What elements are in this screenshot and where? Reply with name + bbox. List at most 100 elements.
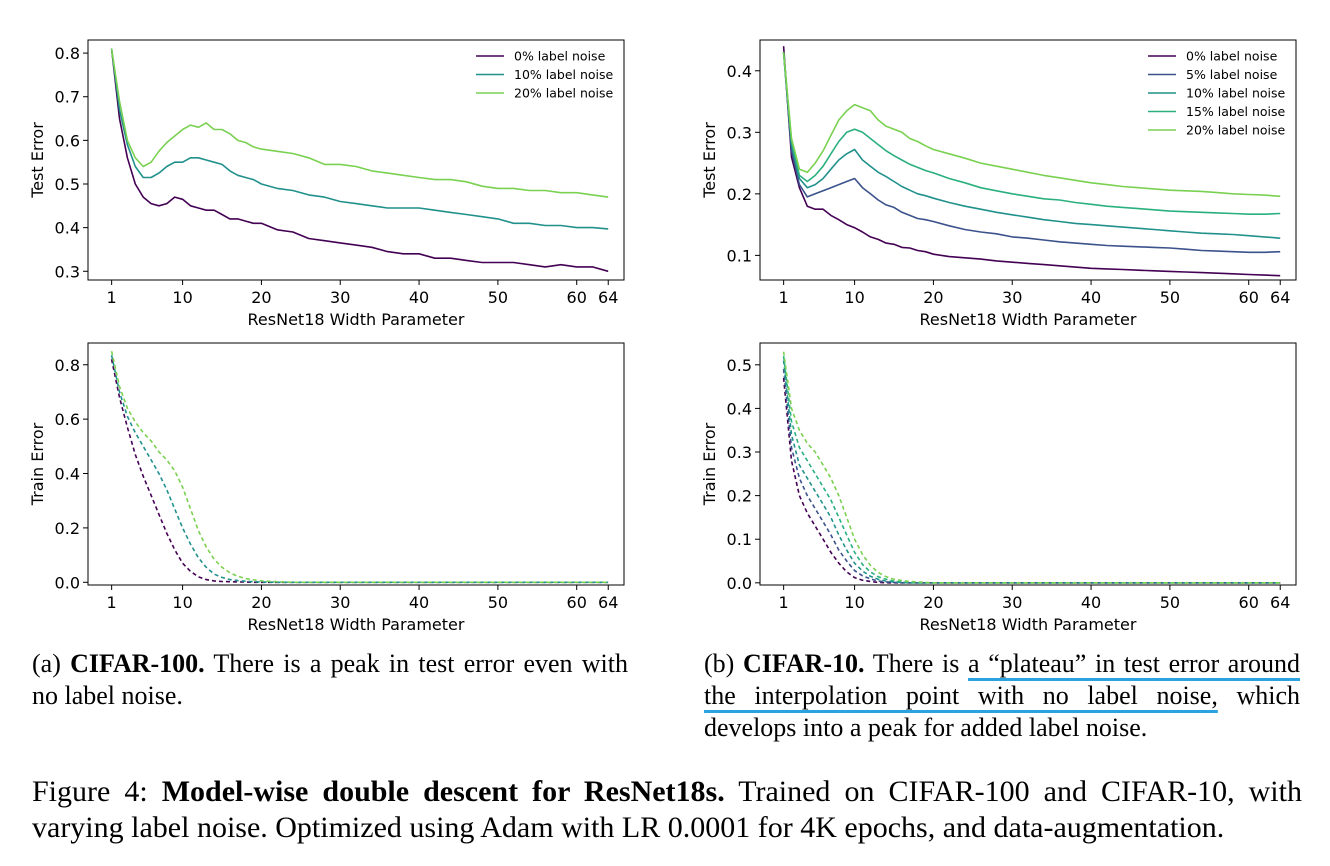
series-line-1 — [782, 52, 1281, 254]
figure-caption: Figure 4: Model-wise double descent for … — [32, 774, 1302, 846]
legend-label: 20% label noise — [1186, 123, 1286, 138]
series-line-2 — [782, 52, 1281, 239]
plot-frame — [759, 39, 1297, 281]
x-tick-label: 64 — [598, 288, 618, 307]
series-line-0 — [782, 46, 1281, 277]
chart-a-bottom: 1 10 20 30 40 50 60 64 0.0 0.2 0.4 0.6 0.8 ResNet18 W… — [28, 342, 625, 634]
x-tick-label: 60 — [1239, 593, 1259, 612]
y-axis-label: Test Error — [28, 122, 47, 199]
x-tick-label: 30 — [330, 288, 350, 307]
y-tick-label: 0.6 — [55, 410, 80, 429]
x-tick-label: 20 — [251, 288, 271, 307]
y-tick-label: 0.0 — [55, 573, 80, 592]
x-axis-label: ResNet18 Width Parameter — [248, 615, 465, 634]
plot-frame — [87, 342, 625, 586]
x-tick-label: 50 — [1160, 288, 1180, 307]
chart-a-top: 1 10 20 30 40 50 60 64 0.3 0.4 0.5 0.6 0.7 0.8 ResNet1… — [28, 39, 625, 329]
caption-b-text2: which develops into a peak for added lab… — [704, 681, 1300, 742]
series-line-4 — [782, 52, 1281, 198]
x-tick-label: 40 — [1081, 593, 1101, 612]
y-tick-label: 0.5 — [55, 175, 80, 194]
plot-frame — [87, 39, 625, 281]
x-tick-label: 30 — [1002, 288, 1022, 307]
x-tick-label: 64 — [1270, 593, 1290, 612]
x-tick-label: 60 — [1239, 288, 1259, 307]
y-axis-label: Test Error — [700, 122, 719, 199]
x-tick-label: 10 — [172, 593, 192, 612]
series-line-3 — [782, 52, 1281, 215]
x-tick-label: 64 — [598, 593, 618, 612]
legend-label: 0% label noise — [1186, 49, 1278, 64]
caption-b-highlight: a “plateau” in test error around the int… — [704, 649, 1300, 710]
y-tick-label: 0.3 — [727, 443, 752, 462]
series-line-3 — [782, 356, 1281, 584]
chart-b-top: 1 10 20 30 40 50 60 64 0.1 0.2 0.3 0.4 ResNet18 Widt… — [700, 39, 1297, 329]
series-line-0 — [110, 359, 609, 584]
x-tick-label: 1 — [107, 593, 117, 612]
caption-a-prefix: (a) — [32, 649, 71, 678]
y-tick-label: 0.3 — [727, 123, 752, 142]
series-line-2 — [110, 48, 609, 198]
series-line-1 — [782, 369, 1281, 584]
y-tick-label: 0.6 — [55, 131, 80, 150]
caption-b: (b) CIFAR-10. There is a “plateau” in te… — [704, 648, 1300, 744]
x-tick-label: 60 — [567, 288, 587, 307]
caption-b-text1: There is — [864, 649, 968, 678]
y-tick-label: 0.3 — [55, 262, 80, 281]
y-tick-label: 0.0 — [727, 574, 752, 593]
figure-caption-text: Trained on CIFAR-100 and CIFAR-10, with … — [32, 775, 1302, 844]
series-line-4 — [782, 351, 1281, 584]
caption-a-bold: CIFAR-100. — [70, 649, 205, 678]
x-tick-label: 30 — [330, 593, 350, 612]
y-tick-label: 0.4 — [55, 465, 80, 484]
x-tick-label: 10 — [844, 593, 864, 612]
legend-label: 10% label noise — [514, 67, 614, 82]
legend-label: 20% label noise — [514, 86, 614, 101]
x-tick-label: 10 — [844, 288, 864, 307]
x-tick-label: 40 — [409, 288, 429, 307]
legend-label: 0% label noise — [514, 49, 606, 64]
x-tick-label: 10 — [172, 288, 192, 307]
x-tick-label: 1 — [107, 288, 117, 307]
x-tick-label: 1 — [779, 593, 789, 612]
x-tick-label: 20 — [923, 593, 943, 612]
caption-a: (a) CIFAR-100. There is a peak in test e… — [32, 648, 628, 712]
y-tick-label: 0.1 — [727, 246, 752, 265]
y-axis-label: Train Error — [28, 422, 47, 506]
y-tick-label: 0.4 — [727, 62, 752, 81]
series-line-2 — [782, 360, 1281, 584]
legend-label: 10% label noise — [1186, 86, 1286, 101]
series-line-1 — [110, 48, 609, 230]
caption-b-prefix: (b) — [704, 649, 743, 678]
y-tick-label: 0.1 — [727, 530, 752, 549]
series-line-2 — [110, 351, 609, 584]
x-tick-label: 60 — [567, 593, 587, 612]
x-tick-label: 50 — [488, 593, 508, 612]
x-tick-label: 1 — [779, 288, 789, 307]
legend-label: 5% label noise — [1186, 67, 1278, 82]
x-tick-label: 50 — [488, 288, 508, 307]
x-axis-label: ResNet18 Width Parameter — [920, 615, 1137, 634]
y-tick-label: 0.8 — [55, 44, 80, 63]
figure-caption-bold: Model-wise double descent for ResNet18s. — [161, 775, 725, 808]
y-tick-label: 0.4 — [55, 219, 80, 238]
x-tick-label: 64 — [1270, 288, 1290, 307]
y-axis-label: Train Error — [700, 422, 719, 506]
chart-b-bottom: 1 10 20 30 40 50 60 64 0.0 0.1 0.2 0.3 0.4 0.5 ResNet1… — [700, 342, 1297, 634]
x-tick-label: 20 — [251, 593, 271, 612]
x-axis-label: ResNet18 Width Parameter — [248, 310, 465, 329]
y-tick-label: 0.2 — [727, 487, 752, 506]
y-tick-label: 0.4 — [727, 399, 752, 418]
x-tick-label: 40 — [409, 593, 429, 612]
y-tick-label: 0.7 — [55, 88, 80, 107]
caption-b-bold: CIFAR-10. — [742, 649, 865, 678]
series-line-1 — [110, 355, 609, 584]
figure-plots: 1 10 20 30 40 50 60 64 0.3 0.4 0.5 0.6 0.7 0.8 ResNet1… — [28, 39, 1297, 634]
x-tick-label: 20 — [923, 288, 943, 307]
x-tick-label: 40 — [1081, 288, 1101, 307]
y-tick-label: 0.8 — [55, 356, 80, 375]
y-tick-label: 0.2 — [727, 185, 752, 204]
plot-frame — [759, 342, 1297, 586]
y-tick-label: 0.2 — [55, 519, 80, 538]
x-axis-label: ResNet18 Width Parameter — [920, 310, 1137, 329]
